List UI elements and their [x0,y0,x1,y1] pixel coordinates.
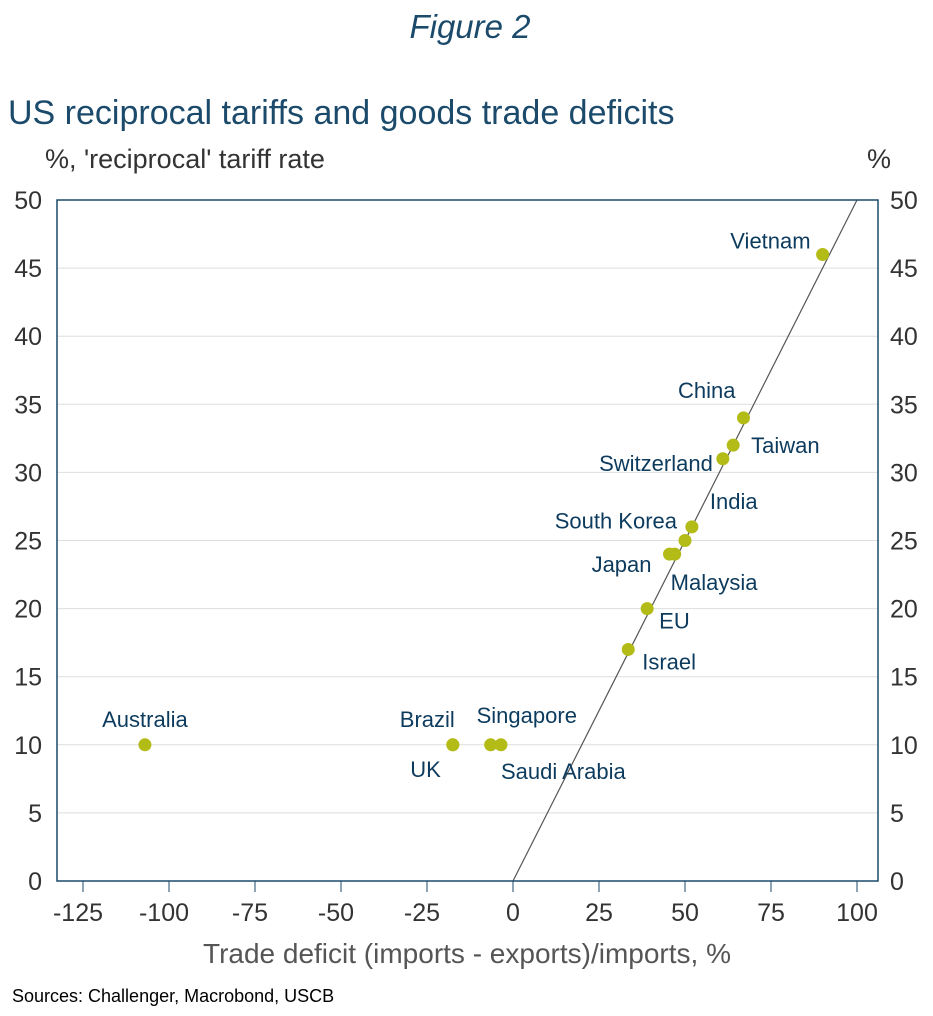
data-point-singapore [484,738,498,752]
y-tick-label-left: 20 [14,596,42,624]
figure-label: Figure 2 [409,8,530,45]
x-tick-label: -125 [53,899,103,927]
point-label: Vietnam [730,228,810,253]
point-label: Saudi Arabia [501,759,627,784]
point-label: Israel [642,649,696,674]
point-label: Switzerland [599,451,713,476]
data-point-israel [621,642,635,656]
data-point-south-korea [678,534,692,547]
x-tick-label: 25 [585,899,613,927]
point-label: Japan [592,552,652,577]
point-label: Australia [102,707,188,732]
y-tick-label-right: 45 [890,255,918,283]
y-tick-label-left: 5 [28,800,42,828]
point-label: Singapore [477,703,577,728]
x-tick-label: -75 [232,899,268,927]
y-tick-label-left: 40 [14,323,42,351]
point-label: India [710,489,758,514]
data-point-japan [663,547,677,561]
chart-title: US reciprocal tariffs and goods trade de… [8,94,675,132]
x-tick-label: 0 [506,899,520,927]
y-tick-label-left: 45 [14,255,42,283]
y-tick-label-left: 10 [14,732,42,760]
y-tick-label-left: 30 [14,459,42,487]
y-tick-label-right: 40 [890,323,918,351]
y-tick-label-left: 15 [14,664,42,692]
y-tick-label-left: 25 [14,528,42,556]
data-point-switzerland [716,452,730,466]
x-tick-label: -50 [318,899,354,927]
y-tick-label-left: 0 [28,868,42,896]
y-tick-label-right: 15 [890,664,918,692]
data-point-australia [138,738,152,752]
x-tick-label: 75 [757,899,785,927]
y-tick-label-right: 20 [890,596,918,624]
point-label: UK [410,757,441,782]
data-point-china [736,411,750,425]
point-label: Brazil [400,707,455,732]
point-label: China [678,378,736,403]
data-point-india [685,520,699,534]
y-tick-label-right: 5 [890,800,904,828]
y-tick-label-right: 35 [890,391,918,419]
data-point-vietnam [816,247,830,261]
plot-frame [56,199,879,882]
y-tick-label-left: 35 [14,391,42,419]
x-tick-label: -25 [404,899,440,927]
y-tick-label-right: 25 [890,528,918,556]
data-point-taiwan [726,438,740,452]
y-axis-label-right: % [867,144,891,174]
y-tick-label-right: 10 [890,732,918,760]
point-label: South Korea [555,509,678,534]
point-label: Taiwan [751,433,819,458]
point-label: Malaysia [671,570,759,595]
x-tick-label: -100 [139,899,189,927]
y-tick-label-right: 50 [890,187,918,215]
data-point-saudi-arabia [494,738,508,752]
y-axis-label-left: %, 'reciprocal' tariff rate [45,144,325,174]
y-tick-label-right: 0 [890,868,904,896]
x-tick-label: 100 [836,899,878,927]
x-axis-label: Trade deficit (imports - exports)/import… [203,938,731,969]
data-point-uk [446,738,460,752]
y-tick-label-right: 30 [890,459,918,487]
x-tick-label: 50 [671,899,699,927]
y-tick-label-left: 50 [14,187,42,215]
data-point-eu [640,602,654,616]
point-label: EU [659,609,690,634]
source-note: Sources: Challenger, Macrobond, USCB [12,986,334,1006]
